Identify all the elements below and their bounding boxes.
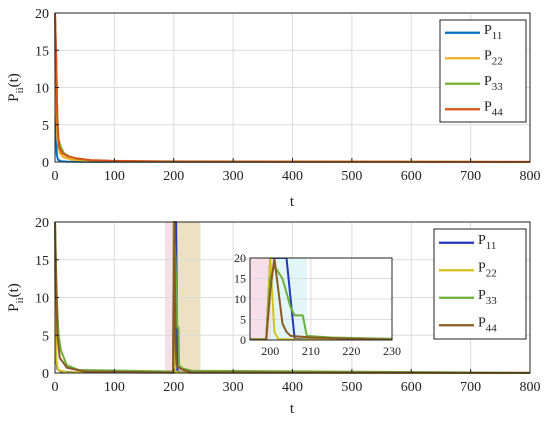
y-tick-label: 5: [42, 329, 49, 344]
x-tick-label: 700: [460, 380, 481, 395]
y-axis-label: Pii(t): [6, 73, 26, 102]
x-tick-label: 400: [282, 380, 303, 395]
legend-label-p11: P11: [484, 23, 502, 42]
x-tick-label: 600: [401, 169, 422, 184]
x-tick-label: 200: [163, 169, 184, 184]
inset-frame: [249, 257, 393, 341]
inset-series-line-p44: [250, 258, 392, 340]
inset-y-tick-label: 0: [240, 333, 246, 347]
x-axis-label: t: [290, 194, 295, 210]
legend-label-p44: P44: [478, 315, 497, 334]
inset-x-tick-label: 210: [302, 344, 320, 358]
y-axis-label: Pii(t): [6, 283, 26, 312]
inset-x-tick-label: 230: [383, 344, 401, 358]
y-tick-label: 10: [35, 292, 49, 307]
y-tick-label: 15: [35, 254, 49, 269]
x-tick-label: 300: [223, 169, 244, 184]
x-tick-label: 800: [520, 169, 541, 184]
inset-y-tick-label: 20: [234, 251, 246, 265]
legend-label-p33: P33: [478, 288, 497, 307]
x-tick-label: 700: [460, 169, 481, 184]
legend-label-p22: P22: [478, 260, 497, 279]
y-tick-label: 0: [42, 156, 49, 171]
x-axis-label: t: [290, 401, 295, 417]
x-tick-label: 300: [223, 380, 244, 395]
y-tick-label: 10: [35, 82, 49, 97]
x-tick-label: 100: [104, 380, 125, 395]
inset-y-tick-label: 15: [234, 272, 246, 286]
x-tick-label: 0: [52, 380, 59, 395]
legend-label-p11: P11: [478, 233, 496, 252]
y-tick-label: 5: [42, 119, 49, 134]
inset-x-tick-label: 220: [342, 344, 360, 358]
y-tick-label: 20: [35, 7, 49, 22]
x-tick-label: 600: [401, 380, 422, 395]
legend-box: [433, 228, 527, 340]
x-tick-label: 200: [163, 380, 184, 395]
inset-y-tick-label: 5: [240, 313, 246, 327]
legend-label-p44: P44: [484, 99, 503, 118]
top-chart-panel: 0 100 200 300 400 500 600 700 800 0 5 10 15 20 t Pii(t)…: [6, 7, 541, 210]
x-tick-label: 800: [520, 380, 541, 395]
x-tick-label: 500: [341, 380, 362, 395]
inset-x-tick-label: 200: [261, 344, 279, 358]
x-tick-label: 400: [282, 169, 303, 184]
bottom-chart-panel: 0 100 200 300 400 500 600 700 80005101520tPii(t)…: [6, 216, 541, 417]
y-tick-label: 0: [42, 367, 49, 382]
y-tick-label: 15: [35, 44, 49, 59]
x-tick-label: 0: [52, 169, 59, 184]
y-tick-label: 20: [35, 216, 49, 231]
inset-y-tick-label: 10: [234, 292, 246, 306]
x-tick-label: 100: [104, 169, 125, 184]
x-tick-label: 500: [341, 169, 362, 184]
legend-label-p33: P33: [484, 74, 503, 93]
inset-series-line-p33: [250, 265, 392, 340]
series-line-p44: [54, 12, 531, 163]
legend-label-p22: P22: [484, 48, 503, 67]
legend-box: [439, 19, 527, 123]
